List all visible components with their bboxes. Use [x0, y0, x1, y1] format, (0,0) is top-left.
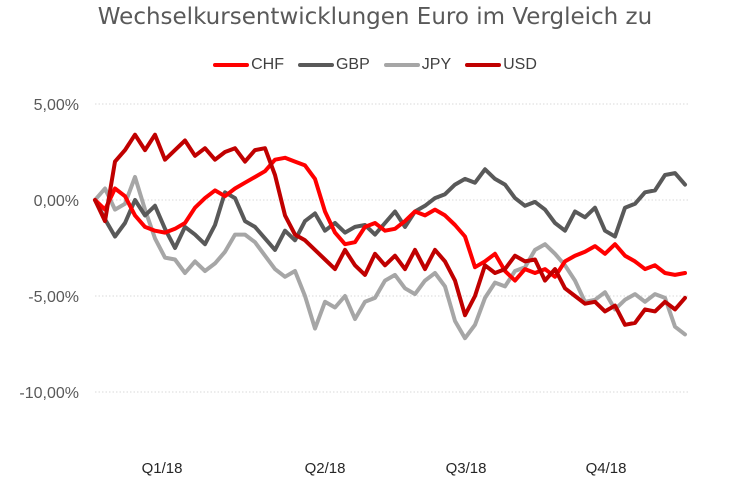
- y-tick-label: 5,00%: [34, 97, 79, 114]
- series-lines: [93, 132, 687, 341]
- series-line-jpy: [93, 175, 687, 341]
- legend-item-chf: CHF: [213, 56, 284, 74]
- y-tick-label: 0,00%: [34, 193, 79, 210]
- legend-label: USD: [503, 56, 537, 73]
- legend-label: CHF: [251, 56, 284, 73]
- x-tick-label: Q3/18: [446, 460, 487, 477]
- chart-title: Wechselkursentwicklungen Euro im Verglei…: [97, 4, 653, 30]
- y-axis: 5,00% 0,00% -5,00% -10,00%: [19, 97, 79, 402]
- gridlines: [95, 103, 688, 393]
- legend: CHF GBP JPY USD: [0, 56, 750, 74]
- legend-item-usd: USD: [465, 56, 537, 74]
- y-tick-label: -10,00%: [19, 385, 79, 402]
- y-tick-label: -5,00%: [28, 289, 79, 306]
- legend-swatch: [297, 63, 334, 67]
- series-line-chf: [93, 155, 687, 283]
- x-axis: Q1/18 Q2/18 Q3/18 Q4/18: [142, 460, 627, 477]
- series-line-gbp: [93, 167, 687, 252]
- x-tick-label: Q2/18: [305, 460, 346, 477]
- x-tick-label: Q4/18: [586, 460, 627, 477]
- legend-label: JPY: [421, 56, 452, 73]
- legend-item-jpy: JPY: [383, 56, 452, 74]
- legend-label: GBP: [335, 56, 370, 73]
- legend-swatch: [465, 63, 502, 67]
- x-tick-label: Q1/18: [142, 460, 183, 477]
- series-line-usd: [93, 132, 687, 327]
- legend-swatch: [383, 63, 420, 67]
- legend-swatch: [213, 63, 250, 67]
- legend-item-gbp: GBP: [297, 56, 370, 74]
